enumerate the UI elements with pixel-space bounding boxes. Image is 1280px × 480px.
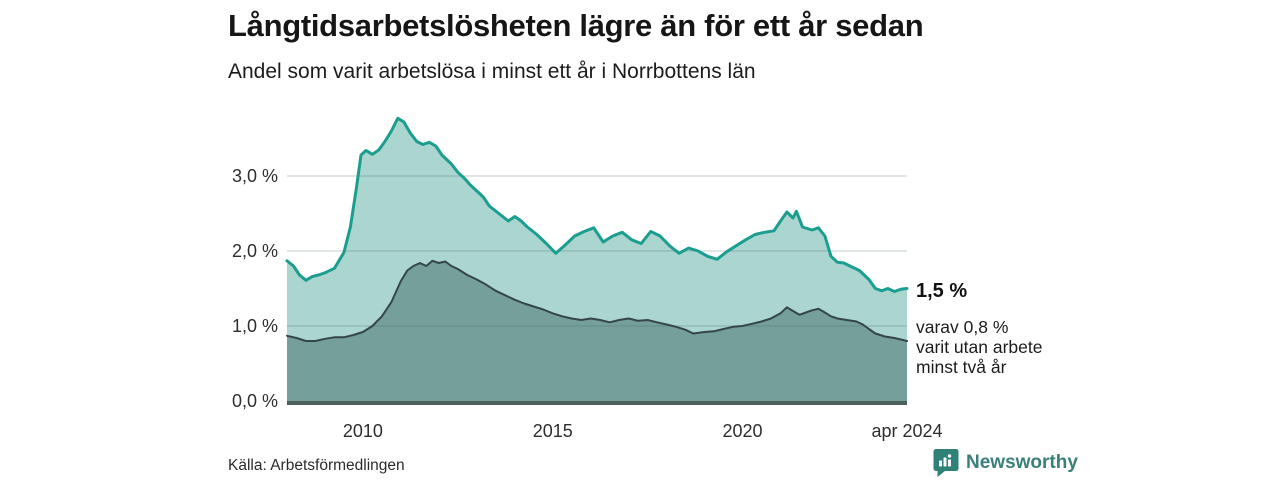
- chart-title: Långtidsarbetslösheten lägre än för ett …: [228, 8, 924, 43]
- y-axis-tick-0: 0,0 %: [231, 391, 278, 411]
- brand-logo: Newsworthy: [933, 448, 1078, 478]
- series2-annotation-line1: varav 0,8 %: [916, 317, 1009, 337]
- bar-chart-speech-bubble-icon: [933, 448, 959, 478]
- series2-annotation-line2: varit utan arbete: [916, 337, 1043, 357]
- series2-annotation: varav 0,8 % varit utan arbete minst två …: [916, 317, 1042, 377]
- brand-name: Newsworthy: [966, 452, 1078, 473]
- chart-subtitle: Andel som varit arbetslösa i minst ett å…: [228, 60, 756, 83]
- x-axis-tick-2015: 2015: [532, 421, 573, 441]
- plot-area: [285, 116, 909, 405]
- y-axis-tick-2: 2,0 %: [231, 241, 278, 261]
- series2-annotation-line3: minst två år: [916, 357, 1007, 377]
- y-axis-tick-1: 1,0 %: [231, 316, 278, 336]
- x-axis-tick-2010: 2010: [342, 421, 383, 441]
- x-axis-tick-apr-2024: apr 2024: [871, 421, 943, 441]
- source-attribution: Källa: Arbetsförmedlingen: [228, 457, 405, 474]
- series-end-value-label: 1,5 %: [916, 280, 968, 302]
- y-axis-tick-3: 3,0 %: [231, 166, 278, 186]
- x-axis-tick-2020: 2020: [722, 421, 763, 441]
